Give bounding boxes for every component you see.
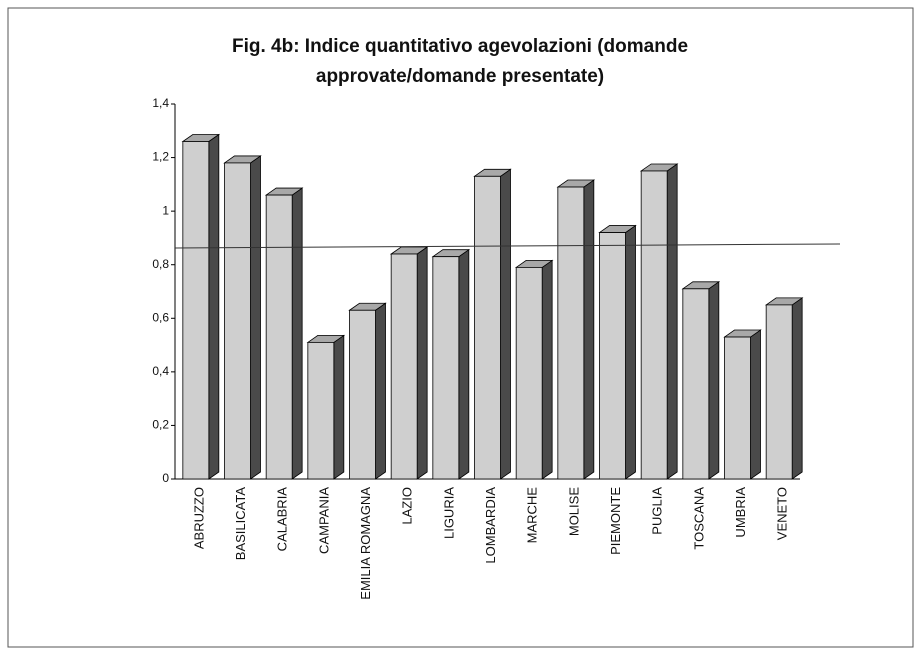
bar xyxy=(515,266,543,480)
y-tick-label: 1,4 xyxy=(152,96,169,110)
bar-side xyxy=(500,168,511,480)
y-tick-label: 0,2 xyxy=(152,418,169,432)
bar-side xyxy=(291,187,303,480)
y-tick-label: 0,6 xyxy=(152,310,169,324)
y-tick-label: 0,4 xyxy=(152,364,169,378)
bar-side xyxy=(458,248,470,480)
y-tick-label: 1 xyxy=(162,203,169,217)
bar xyxy=(224,162,251,480)
bar-side xyxy=(583,179,595,480)
y-tick-label: 0,8 xyxy=(152,257,169,271)
bar xyxy=(557,186,585,480)
y-tick-label: 1,2 xyxy=(152,150,169,164)
x-tick-label: BASILICATA xyxy=(233,487,248,561)
bar-side xyxy=(416,246,428,480)
bar-side xyxy=(791,297,803,480)
x-tick-label: PUGLIA xyxy=(650,487,665,535)
x-tick-label: LAZIO xyxy=(400,487,415,525)
bar xyxy=(390,253,418,480)
x-tick-label: ABRUZZO xyxy=(191,487,206,549)
bar-side xyxy=(375,302,386,480)
bar xyxy=(307,341,335,480)
bar xyxy=(724,336,751,480)
bar xyxy=(599,232,626,480)
bar xyxy=(349,309,376,480)
bar xyxy=(182,141,210,480)
bar-side xyxy=(708,281,720,480)
x-tick-label: TOSCANA xyxy=(691,487,706,550)
bar-side xyxy=(666,163,678,480)
x-tick-label: EMILIA ROMAGNA xyxy=(358,487,373,600)
x-tick-label: LIGURIA xyxy=(441,487,456,539)
bar-side xyxy=(250,155,261,480)
bar-side xyxy=(541,259,553,480)
reference-line xyxy=(174,243,841,249)
bar-side xyxy=(750,329,761,480)
x-tick-label: MOLISE xyxy=(566,487,581,536)
bar xyxy=(682,288,710,480)
bar-side xyxy=(333,334,345,480)
frame xyxy=(7,7,914,648)
bar-side xyxy=(625,224,636,480)
bar-side xyxy=(208,133,220,480)
x-tick-label: PIEMONTE xyxy=(608,487,623,555)
bar xyxy=(265,194,293,480)
chart-title: Fig. 4b: Indice quantitativo agevolazion… xyxy=(232,36,688,57)
x-tick-label: CALABRIA xyxy=(275,487,290,552)
x-tick-label: MARCHE xyxy=(525,487,540,544)
bar xyxy=(640,170,668,480)
bar xyxy=(765,304,793,480)
x-tick-label: VENETO xyxy=(775,487,790,540)
x-tick-label: CAMPANIA xyxy=(316,487,331,554)
chart-title: approvate/domande presentate) xyxy=(316,66,604,87)
x-tick-label: UMBRIA xyxy=(733,487,748,538)
bar xyxy=(432,256,460,480)
bar xyxy=(474,175,501,480)
y-tick-label: 0 xyxy=(162,471,169,485)
x-tick-label: LOMBARDIA xyxy=(483,487,498,564)
